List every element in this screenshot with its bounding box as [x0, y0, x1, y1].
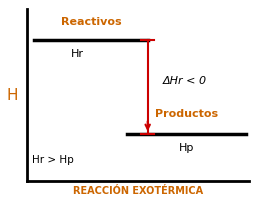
- Text: H: H: [6, 88, 18, 103]
- Text: Productos: Productos: [155, 109, 217, 119]
- Text: Hr: Hr: [71, 49, 84, 59]
- Text: Reactivos: Reactivos: [60, 17, 121, 27]
- Text: ΔHr < 0: ΔHr < 0: [162, 76, 206, 87]
- Text: Hr > Hp: Hr > Hp: [31, 154, 73, 165]
- Text: Hp: Hp: [178, 143, 194, 153]
- Text: REACCIÓN EXOTÉRMICA: REACCIÓN EXOTÉRMICA: [72, 186, 202, 196]
